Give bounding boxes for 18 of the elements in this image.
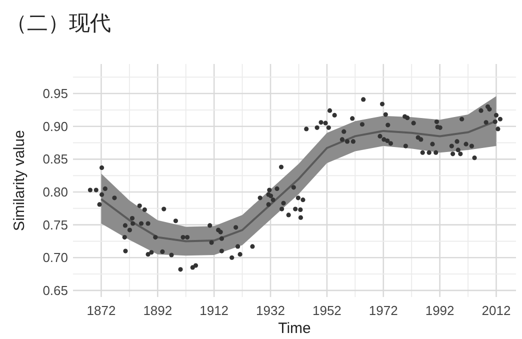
x-tick-label: 1932 (256, 303, 285, 318)
x-tick-label: 1892 (143, 303, 172, 318)
x-axis-title: Time (278, 320, 311, 337)
y-tick-label: 0.85 (42, 152, 68, 167)
x-tick-label: 1872 (86, 303, 116, 318)
y-axis-title: Similarity value (11, 130, 28, 231)
x-tick-label: 1952 (312, 303, 342, 318)
y-tick-label: 0.75 (42, 217, 68, 232)
x-tick-label: 2012 (482, 303, 511, 318)
y-tick-label: 0.95 (42, 86, 68, 102)
y-tick-label: 0.80 (42, 184, 68, 200)
y-tick-label: 0.65 (42, 282, 68, 298)
x-tick-label: 1992 (425, 303, 454, 318)
x-tick-label: 1972 (368, 303, 398, 318)
chart-title: （二）现代 (6, 12, 111, 35)
y-tick-label: 0.70 (42, 250, 68, 266)
y-tick-label: 0.90 (42, 118, 68, 134)
x-tick-label: 1912 (200, 303, 229, 318)
